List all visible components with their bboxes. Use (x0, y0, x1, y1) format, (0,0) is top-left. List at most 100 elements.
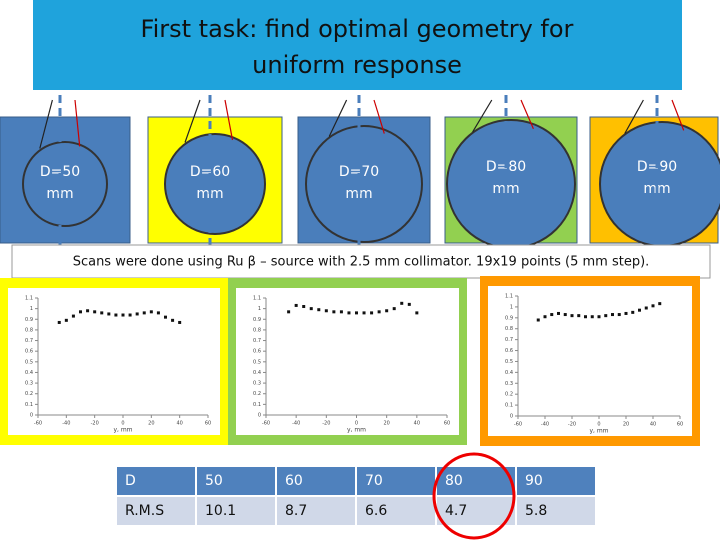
data-point (135, 312, 139, 316)
table-cell (117, 467, 195, 495)
data-point (536, 318, 540, 322)
x-tick-label: 60 (677, 422, 683, 428)
x-tick-label: -20 (322, 421, 330, 427)
data-point (415, 311, 419, 315)
y-tick-label: 0.1 (25, 402, 33, 408)
wire (671, 99, 685, 131)
y-tick-label: 0.9 (25, 317, 33, 323)
y-tick-label: 0.3 (25, 381, 33, 387)
table-cell (357, 497, 435, 525)
wire (224, 99, 234, 141)
wire (39, 99, 53, 149)
data-point (128, 313, 132, 317)
y-tick-label: 0.6 (505, 348, 513, 354)
x-tick-label: -20 (568, 422, 576, 428)
data-point (658, 302, 662, 306)
highlight-ring (432, 452, 516, 540)
y-tick-label: 1.1 (505, 294, 513, 300)
y-tick-label: 0.5 (505, 359, 513, 365)
wire (184, 99, 201, 143)
y-tick-label: 0.8 (25, 327, 33, 333)
data-point (142, 311, 146, 315)
x-tick-label: -60 (34, 421, 42, 427)
table-cell-text: 60 (285, 473, 303, 489)
data-point (93, 310, 97, 314)
wire (624, 99, 644, 134)
data-point (597, 315, 601, 319)
wire (520, 99, 534, 130)
data-point (407, 302, 411, 306)
table-cell (117, 497, 195, 525)
y-tick-label: 0.7 (25, 338, 33, 344)
x-tick-label: 40 (176, 421, 182, 427)
table-cell (277, 497, 355, 525)
data-point (624, 311, 628, 315)
data-point (156, 311, 160, 315)
y-tick-label: 0 (510, 414, 513, 420)
plot-area (236, 288, 459, 435)
y-tick-label: 0.4 (25, 370, 33, 376)
data-point (309, 307, 313, 311)
x-tick-label: 0 (121, 421, 124, 427)
x-axis-label: y, mm (113, 427, 132, 434)
detector-circle (164, 133, 266, 235)
y-tick-label: 0.6 (25, 349, 33, 355)
x-tick-label: 60 (205, 421, 211, 427)
wire (373, 99, 385, 134)
x-tick-label: -40 (292, 421, 300, 427)
data-point (302, 305, 306, 309)
data-point (121, 313, 125, 317)
data-point (317, 308, 321, 312)
data-point (149, 310, 153, 314)
table-cell-text: 80 (445, 473, 463, 489)
y-tick-label: 0.8 (505, 326, 513, 332)
data-point (114, 313, 118, 317)
table-cell (437, 497, 515, 525)
data-point (324, 309, 328, 313)
y-tick-label: 0.7 (253, 338, 261, 344)
x-tick-label: 20 (383, 421, 389, 427)
data-point (64, 318, 68, 322)
x-tick-label: 0 (355, 421, 358, 427)
table-cell-text: 50 (205, 473, 223, 489)
x-tick-label: 20 (148, 421, 154, 427)
table-cell-text: 8.7 (285, 503, 307, 519)
data-point (543, 315, 547, 319)
table-cell (197, 497, 275, 525)
wire (74, 99, 81, 147)
y-tick-label: 1 (258, 306, 261, 312)
data-point (287, 310, 291, 314)
y-tick-label: 0.9 (253, 317, 261, 323)
table-cell-text: R.M.S (125, 503, 164, 519)
data-point (617, 313, 621, 317)
data-point (107, 312, 111, 316)
x-tick-label: -60 (262, 421, 270, 427)
x-axis-label: y, mm (347, 427, 366, 434)
y-tick-label: 0 (258, 413, 261, 419)
data-point (570, 314, 574, 318)
y-tick-label: 1.1 (25, 296, 33, 302)
table-cell-text: 5.8 (525, 503, 547, 519)
data-point (164, 315, 167, 319)
data-point (355, 311, 358, 315)
caption: Scans were done using Ru β – source with… (73, 255, 650, 270)
data-point (590, 315, 594, 319)
y-tick-label: 0.2 (25, 391, 33, 397)
y-tick-label: 0.2 (253, 391, 261, 397)
data-point (294, 303, 298, 307)
y-tick-label: 0.7 (505, 337, 513, 343)
table-cell (517, 497, 595, 525)
y-tick-label: 0.1 (505, 403, 513, 409)
title-box (33, 0, 682, 90)
data-point (100, 311, 104, 315)
y-tick-label: 0.4 (253, 370, 261, 376)
data-point (577, 314, 581, 318)
data-point (563, 313, 567, 317)
y-tick-label: 0.5 (253, 359, 261, 365)
table-cell (437, 467, 515, 495)
y-tick-label: 0.6 (253, 349, 261, 355)
x-tick-label: -40 (62, 421, 70, 427)
plot-area (8, 288, 220, 435)
data-point (362, 311, 366, 315)
table-cell (277, 467, 355, 495)
